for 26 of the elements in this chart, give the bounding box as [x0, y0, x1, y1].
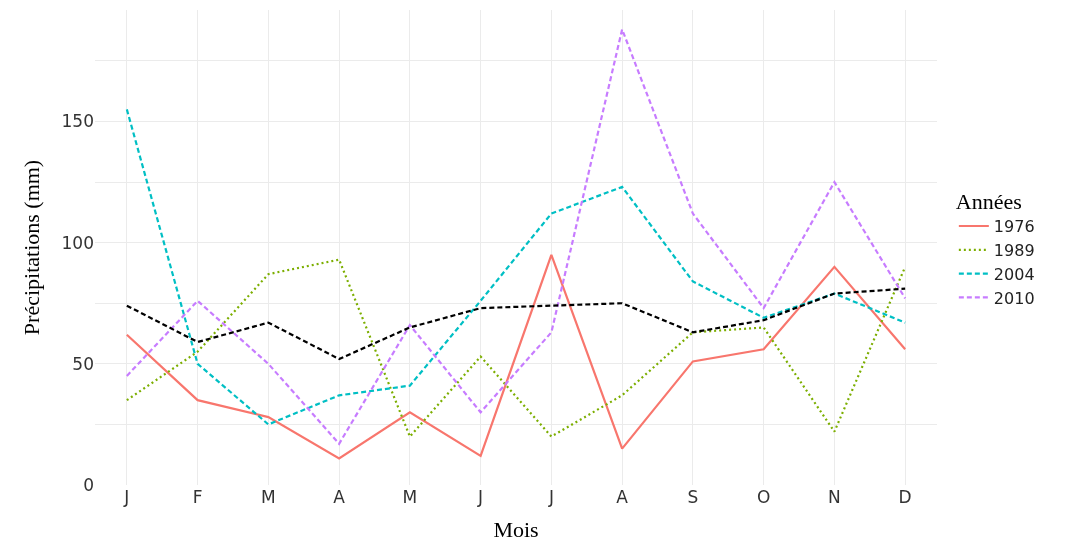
line-series [125, 28, 907, 445]
x-tick-label: M [261, 487, 276, 507]
y-tick-label: 0 [83, 474, 94, 495]
legend-title: Années [955, 189, 1022, 215]
y-tick-label: 100 [61, 232, 94, 253]
x-tick-label: J [123, 487, 130, 507]
x-tick-label: A [616, 487, 629, 507]
x-tick-label: D [898, 487, 912, 507]
x-tick-label: N [828, 487, 841, 507]
y-axis-title: Précipitations (mm) [19, 159, 45, 336]
y-tick-label: 50 [72, 353, 94, 374]
legend-label: 1989 [993, 241, 1035, 261]
legend-label: 2004 [993, 264, 1035, 284]
x-tick-label: O [756, 487, 771, 507]
line-series [125, 287, 907, 361]
x-tick-label: S [687, 487, 699, 507]
y-tick-label: 150 [61, 111, 94, 132]
legend-label: 2010 [993, 288, 1035, 308]
x-tick-label: F [192, 487, 203, 507]
x-tick-label: M [402, 487, 418, 507]
x-tick-label: A [333, 487, 346, 507]
legend-label: 1976 [993, 217, 1035, 237]
x-axis-title: Mois [493, 516, 539, 542]
line-series [125, 108, 907, 426]
x-tick-label: J [477, 487, 484, 507]
x-tick-label: J [547, 487, 554, 507]
